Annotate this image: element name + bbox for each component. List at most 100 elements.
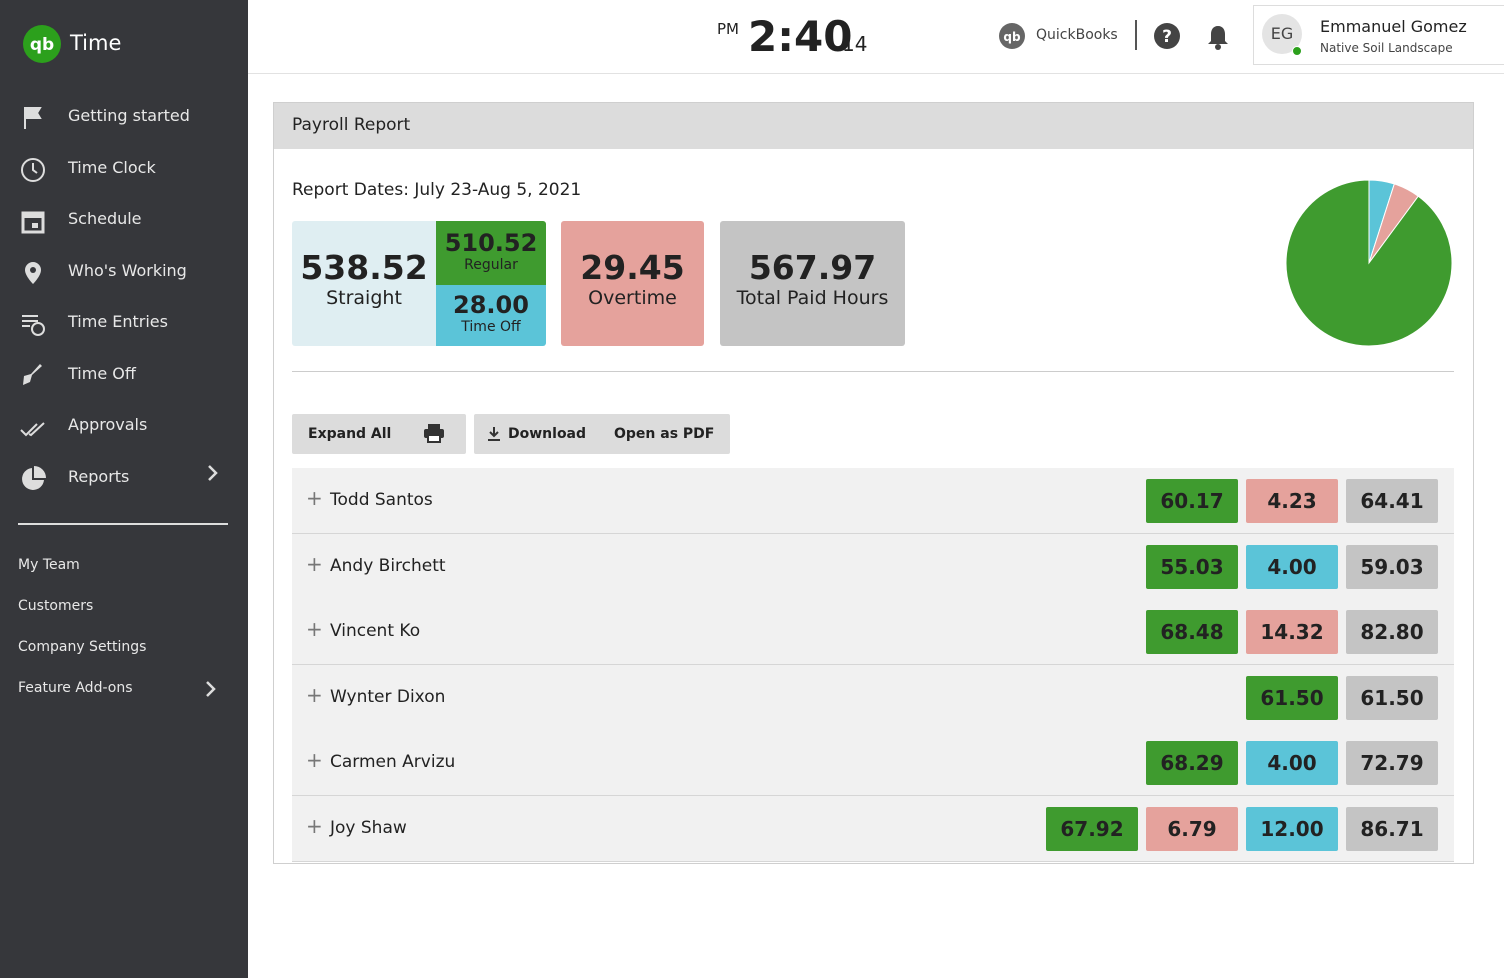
chevron-icon bbox=[208, 465, 218, 481]
pie-slice bbox=[1285, 179, 1453, 347]
hour-cells: 68.48 14.32 82.80 bbox=[1146, 610, 1438, 654]
top-bar: PM 2:40 14 qb QuickBooks ? EG Emmanuel G… bbox=[248, 0, 1504, 74]
help-icon[interactable]: ? bbox=[1154, 23, 1180, 49]
nav-icon bbox=[20, 208, 46, 234]
employee-row[interactable]: + Todd Santos 60.17 4.23 64.41 bbox=[292, 468, 1454, 534]
hour-cell: 72.79 bbox=[1346, 741, 1438, 785]
nav-icon bbox=[20, 157, 46, 183]
icon bbox=[25, 261, 41, 284]
nav-icon bbox=[20, 105, 46, 131]
nav-icon bbox=[20, 363, 46, 389]
employee-name: Vincent Ko bbox=[330, 621, 421, 641]
hour-cell: 59.03 bbox=[1346, 544, 1438, 589]
employee-name: Todd Santos bbox=[330, 490, 433, 510]
open-pdf-button[interactable]: Open as PDF bbox=[598, 414, 731, 454]
nav-icon bbox=[20, 311, 46, 337]
nav-item[interactable]: Getting started bbox=[68, 106, 190, 125]
overtime-label: Overtime bbox=[588, 287, 677, 309]
hour-cell: 4.00 bbox=[1246, 741, 1338, 785]
user-name: Emmanuel Gomez bbox=[1320, 17, 1467, 36]
icon bbox=[23, 363, 42, 385]
employee-name: Joy Shaw bbox=[330, 817, 407, 838]
straight-label: Straight bbox=[326, 287, 402, 309]
clock-seconds: 14 bbox=[842, 32, 868, 56]
hour-cells: 61.50 61.50 bbox=[1246, 675, 1438, 720]
secondary-item[interactable]: Customers bbox=[18, 598, 94, 614]
report-card: Payroll Report Report Dates: July 23-Aug… bbox=[273, 102, 1474, 864]
employee-row[interactable]: + Andy Birchett 55.03 4.00 59.03 bbox=[292, 533, 1454, 600]
hour-cells: 55.03 4.00 59.03 bbox=[1146, 544, 1438, 589]
employee-row[interactable]: + Vincent Ko 68.48 14.32 82.80 bbox=[292, 599, 1454, 665]
hour-cells: 67.92 6.79 12.00 86.71 bbox=[1046, 806, 1438, 851]
qb-logo: qb bbox=[999, 23, 1025, 49]
expand-icon: + bbox=[306, 813, 323, 838]
chevron bbox=[204, 679, 218, 703]
time-off-label: Time Off bbox=[461, 319, 521, 335]
logo: qb bbox=[23, 25, 61, 63]
nav-item[interactable]: Schedule bbox=[68, 209, 142, 228]
hour-cell: 6.79 bbox=[1146, 806, 1238, 851]
hour-cell: 61.50 bbox=[1346, 675, 1438, 720]
report-dates: Report Dates: July 23-Aug 5, 2021 bbox=[292, 180, 582, 200]
nav-item[interactable]: Time Clock bbox=[68, 157, 156, 177]
status-dot bbox=[1292, 46, 1302, 56]
brand: Time bbox=[70, 31, 122, 55]
employee-name: Carmen Arvizu bbox=[330, 752, 456, 772]
expand-icon: + bbox=[306, 617, 323, 641]
icon bbox=[24, 107, 42, 129]
employee-row[interactable]: + Joy Shaw 67.92 6.79 12.00 86.71 bbox=[292, 795, 1454, 862]
expand-icon: + bbox=[306, 486, 323, 510]
clock-time: 2:40 bbox=[748, 12, 853, 61]
regular-box: 510.52 Regular bbox=[436, 221, 546, 285]
icon bbox=[22, 315, 45, 336]
regular-value: 510.52 bbox=[444, 229, 538, 257]
separator bbox=[1135, 20, 1137, 50]
icon bbox=[20, 422, 45, 437]
secondary-item[interactable]: Company Settings bbox=[18, 639, 147, 655]
svg-text:qb: qb bbox=[30, 35, 54, 55]
employee-row[interactable]: + Wynter Dixon 61.50 61.50 bbox=[292, 664, 1454, 731]
report-title: Payroll Report bbox=[274, 103, 1473, 149]
hour-cell: 12.00 bbox=[1246, 806, 1338, 851]
secondary-item[interactable]: Feature Add-ons bbox=[18, 680, 133, 696]
icon bbox=[22, 465, 46, 490]
sidebar: qb Time Getting started Time Clock Schedul… bbox=[0, 0, 248, 978]
time-off-value: 28.00 bbox=[453, 291, 529, 319]
chevron-icon bbox=[206, 681, 216, 697]
user-company: Native Soil Landscape bbox=[1320, 41, 1453, 55]
expand-all-button[interactable]: Expand All bbox=[292, 414, 408, 454]
hour-cell: 68.29 bbox=[1146, 741, 1238, 785]
secondary-item[interactable]: My Team bbox=[18, 557, 80, 573]
nav-item[interactable]: Time Off bbox=[68, 363, 136, 383]
chevron bbox=[206, 463, 220, 489]
straight-box: 538.52 Straight bbox=[292, 221, 436, 346]
divider bbox=[292, 371, 1454, 372]
nav-item[interactable]: Time Entries bbox=[68, 312, 168, 331]
user-menu[interactable]: EG Emmanuel Gomez Native Soil Landscape bbox=[1253, 5, 1504, 65]
print-button[interactable] bbox=[402, 414, 466, 454]
hour-cells: 60.17 4.23 64.41 bbox=[1146, 479, 1438, 523]
total-value: 567.97 bbox=[748, 248, 877, 287]
hour-cell: 4.23 bbox=[1246, 479, 1338, 523]
employee-name: Wynter Dixon bbox=[330, 686, 446, 707]
bell-icon[interactable] bbox=[1206, 24, 1230, 50]
hour-cell: 68.48 bbox=[1146, 610, 1238, 654]
expand-icon: + bbox=[306, 748, 323, 772]
nav-item[interactable]: Who's Working bbox=[68, 260, 187, 280]
nav-item[interactable]: Reports bbox=[68, 466, 130, 486]
employee-row[interactable]: + Carmen Arvizu 68.29 4.00 72.79 bbox=[292, 730, 1454, 796]
download-icon bbox=[488, 427, 500, 441]
nav-icon bbox=[20, 260, 46, 286]
quickbooks-link[interactable]: QuickBooks bbox=[1036, 27, 1118, 43]
hour-cell: 61.50 bbox=[1246, 675, 1338, 720]
hour-cell: 86.71 bbox=[1346, 806, 1438, 851]
avatar: EG bbox=[1262, 14, 1302, 54]
download-button[interactable]: Download bbox=[474, 414, 603, 454]
divider bbox=[18, 523, 228, 525]
time-off-box: 28.00 Time Off bbox=[436, 285, 546, 346]
hour-cell: 67.92 bbox=[1046, 806, 1138, 851]
expand-icon: + bbox=[306, 551, 323, 576]
nav-item[interactable]: Approvals bbox=[68, 415, 148, 434]
hour-cell: 14.32 bbox=[1246, 610, 1338, 654]
hour-cell: 4.00 bbox=[1246, 544, 1338, 589]
